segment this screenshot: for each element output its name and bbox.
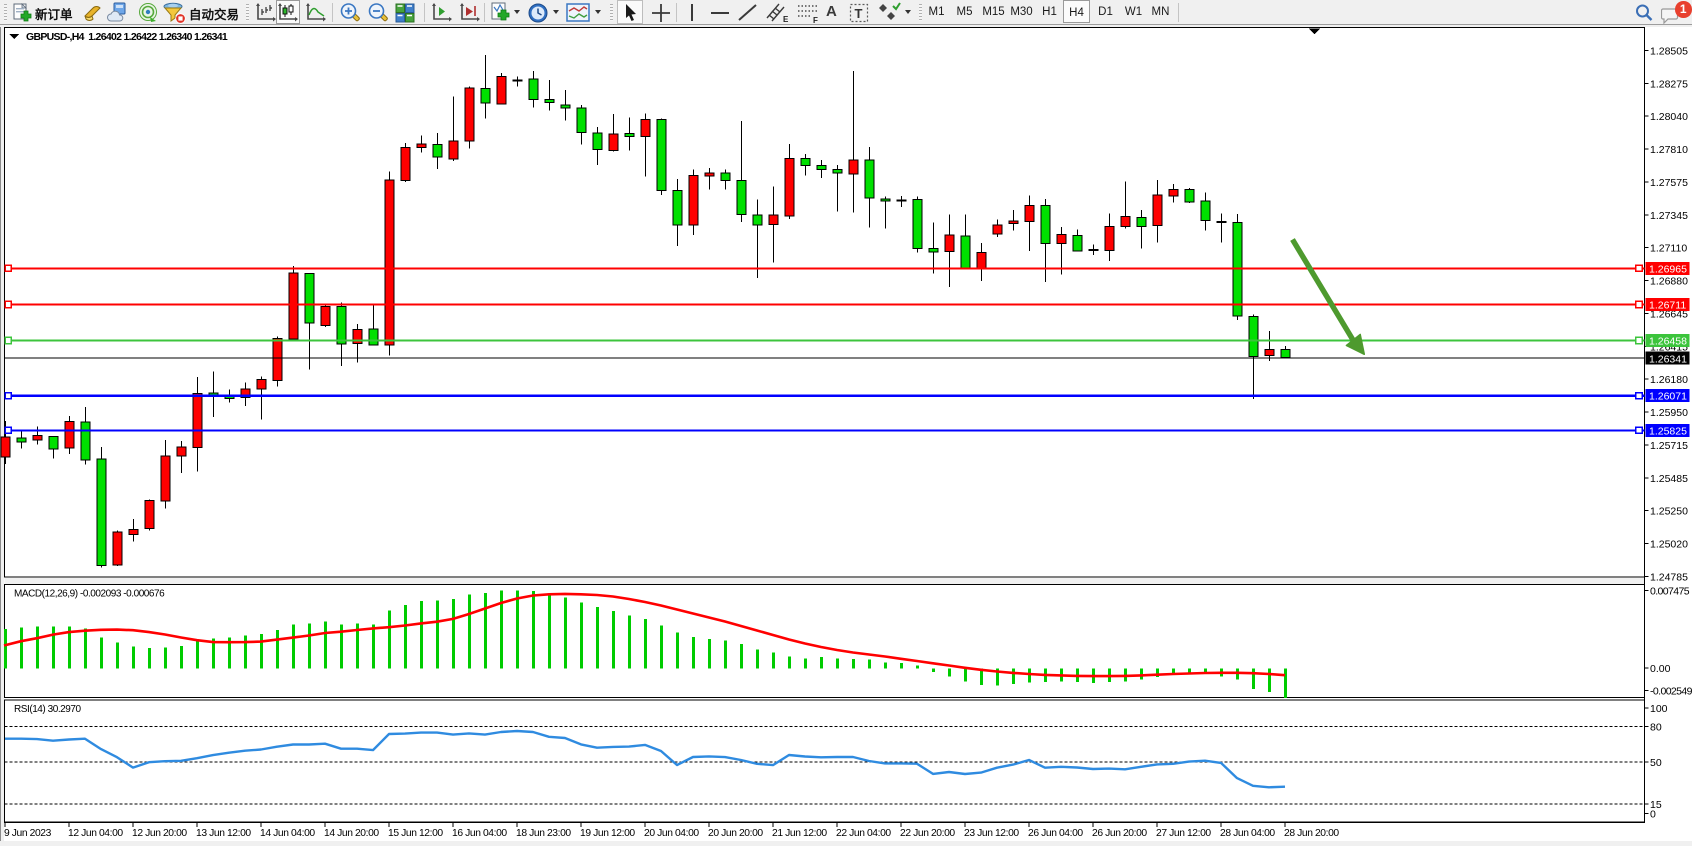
svg-text:50: 50 [1650, 757, 1662, 769]
svg-text:22 Jun 20:00: 22 Jun 20:00 [900, 828, 955, 839]
svg-text:1.26965: 1.26965 [1649, 263, 1687, 275]
svg-text:100: 100 [1650, 703, 1668, 715]
svg-text:1.27345: 1.27345 [1650, 210, 1688, 222]
svg-text:0.007475: 0.007475 [1650, 586, 1690, 598]
svg-text:1.24785: 1.24785 [1650, 572, 1688, 584]
svg-text:9 Jun 2023: 9 Jun 2023 [4, 828, 52, 839]
svg-text:14 Jun 20:00: 14 Jun 20:00 [324, 828, 379, 839]
svg-text:18 Jun 23:00: 18 Jun 23:00 [516, 828, 571, 839]
svg-text:27 Jun 12:00: 27 Jun 12:00 [1156, 828, 1211, 839]
svg-text:1.25825: 1.25825 [1649, 425, 1687, 437]
svg-text:26 Jun 04:00: 26 Jun 04:00 [1028, 828, 1083, 839]
svg-text:23 Jun 12:00: 23 Jun 12:00 [964, 828, 1019, 839]
svg-text:1.25485: 1.25485 [1650, 473, 1688, 485]
svg-text:F: F [813, 16, 818, 24]
svg-text:1.26180: 1.26180 [1650, 374, 1688, 386]
svg-text:T: T [855, 6, 863, 21]
svg-text:14 Jun 04:00: 14 Jun 04:00 [260, 828, 315, 839]
svg-text:1.26458: 1.26458 [1649, 336, 1687, 348]
svg-text:1.27110: 1.27110 [1650, 243, 1687, 255]
svg-text:1.28275: 1.28275 [1650, 78, 1688, 90]
svg-text:12 Jun 20:00: 12 Jun 20:00 [132, 828, 187, 839]
svg-text:1.25715: 1.25715 [1650, 440, 1688, 452]
svg-text:RSI(14) 30.2970: RSI(14) 30.2970 [14, 704, 82, 715]
svg-text:MACD(12,26,9) -0.002093 -0.000: MACD(12,26,9) -0.002093 -0.000676 [14, 589, 165, 600]
svg-text:1.26711: 1.26711 [1649, 300, 1686, 312]
svg-text:-0.002549: -0.002549 [1650, 686, 1692, 698]
svg-text:GBPUSD-,H4 1.26402 1.26422 1.: GBPUSD-,H4 1.26402 1.26422 1.26340 1.263… [26, 31, 228, 43]
svg-text:E: E [783, 15, 789, 24]
svg-text:80: 80 [1650, 721, 1662, 733]
svg-text:1.26880: 1.26880 [1650, 276, 1688, 288]
svg-text:13 Jun 12:00: 13 Jun 12:00 [196, 828, 251, 839]
svg-text:1.25020: 1.25020 [1650, 539, 1688, 551]
svg-text:19 Jun 12:00: 19 Jun 12:00 [580, 828, 635, 839]
svg-text:1.28040: 1.28040 [1650, 111, 1688, 123]
svg-text:1.25950: 1.25950 [1650, 407, 1688, 419]
svg-text:1.26071: 1.26071 [1649, 391, 1687, 403]
svg-text:1.27575: 1.27575 [1650, 177, 1688, 189]
svg-text:22 Jun 04:00: 22 Jun 04:00 [836, 828, 891, 839]
svg-text:1.25250: 1.25250 [1650, 506, 1688, 518]
svg-text:20 Jun 20:00: 20 Jun 20:00 [708, 828, 763, 839]
svg-text:12 Jun 04:00: 12 Jun 04:00 [68, 828, 123, 839]
svg-text:1.26341: 1.26341 [1649, 353, 1687, 365]
svg-text:26 Jun 20:00: 26 Jun 20:00 [1092, 828, 1147, 839]
svg-text:16 Jun 04:00: 16 Jun 04:00 [452, 828, 507, 839]
svg-text:15 Jun 12:00: 15 Jun 12:00 [388, 828, 443, 839]
svg-text:20 Jun 04:00: 20 Jun 04:00 [644, 828, 699, 839]
svg-text:0.00: 0.00 [1650, 663, 1671, 675]
svg-text:1.27810: 1.27810 [1650, 144, 1688, 156]
svg-text:1.26645: 1.26645 [1650, 308, 1688, 320]
svg-text:28 Jun 04:00: 28 Jun 04:00 [1220, 828, 1275, 839]
svg-text:0: 0 [1650, 809, 1656, 821]
svg-text:15: 15 [1650, 799, 1662, 811]
svg-text:28 Jun 20:00: 28 Jun 20:00 [1284, 828, 1339, 839]
svg-text:21 Jun 12:00: 21 Jun 12:00 [772, 828, 827, 839]
svg-text:1.28505: 1.28505 [1650, 45, 1688, 57]
